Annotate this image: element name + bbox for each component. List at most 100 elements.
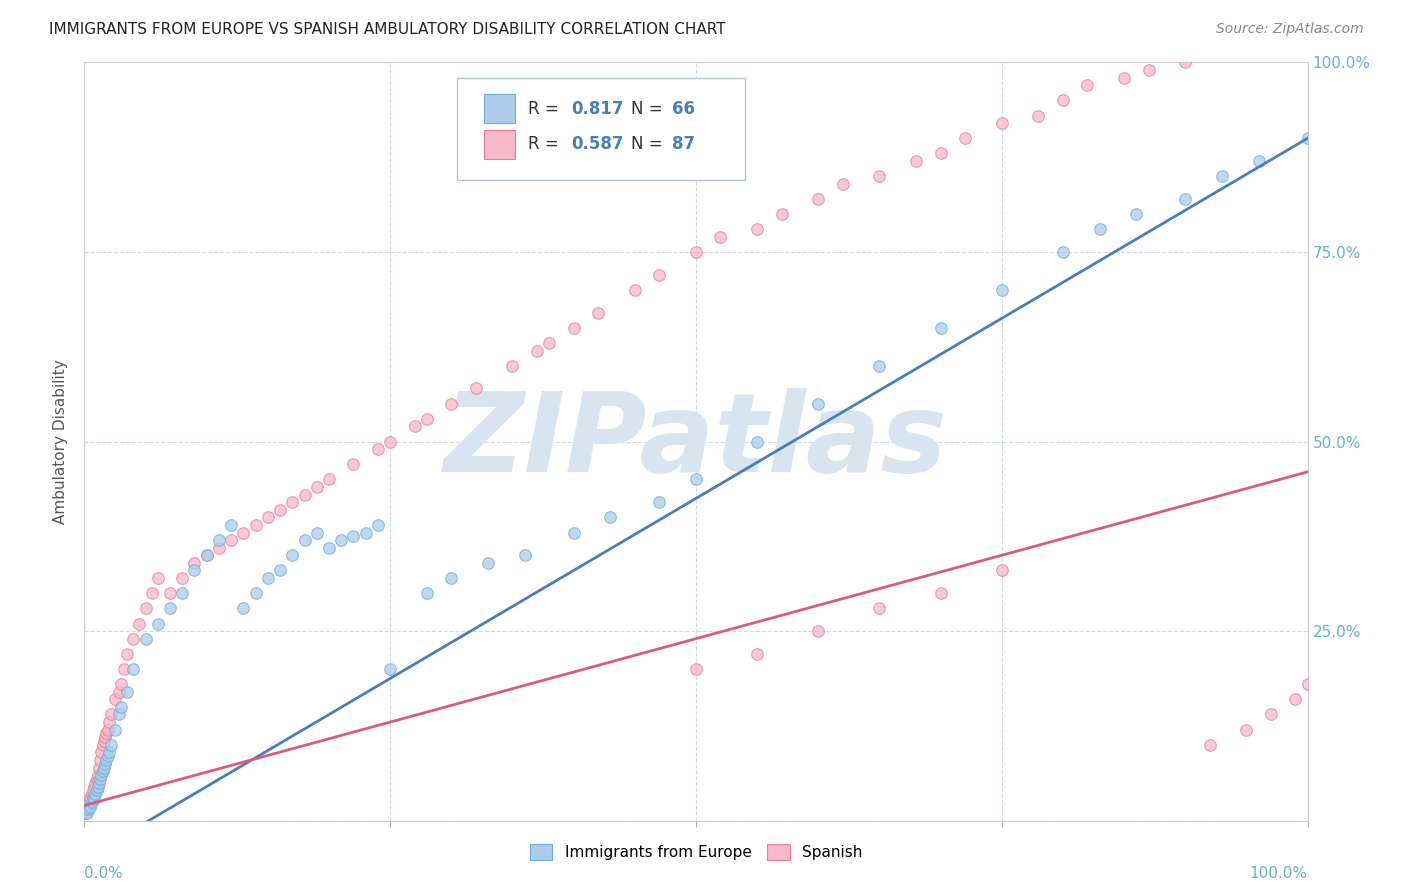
Point [172,586,194,600]
Point [502,359,524,373]
Text: N =: N = [631,100,668,118]
Point [83,780,105,794]
Point [84,776,107,790]
Point [80,787,103,801]
Text: 100.0%: 100.0% [1250,866,1308,881]
Point [141,586,163,600]
Point [257,510,280,524]
Point [562,525,585,540]
Point [135,632,157,646]
Point [685,473,707,487]
Point [624,283,647,297]
Point [440,396,463,410]
Point [318,541,340,555]
Point [1125,207,1147,221]
Point [91,738,114,752]
Point [80,795,103,809]
Point [110,699,132,714]
Point [685,244,707,259]
Point [183,556,205,570]
Point [122,632,145,646]
Point [219,533,242,547]
Bar [484,130,515,159]
Text: R =: R = [529,136,564,153]
Point [90,746,112,760]
Point [110,677,132,691]
Point [342,529,364,543]
Point [75,806,97,821]
Point [82,791,104,805]
Point [404,419,426,434]
Point [586,305,609,319]
Point [869,601,891,615]
Point [1052,244,1074,259]
Point [76,806,98,821]
Point [76,802,98,816]
Point [87,760,110,774]
Text: 0.817: 0.817 [571,100,624,118]
Point [269,503,291,517]
Point [807,192,830,206]
Point [97,723,120,737]
Point [305,525,328,540]
Point [1296,131,1319,145]
Point [464,382,486,396]
Bar [484,95,515,123]
Point [831,177,853,191]
Point [953,131,976,145]
Point [208,533,231,547]
Point [599,510,621,524]
Text: 0.0%: 0.0% [84,866,124,881]
Text: IMMIGRANTS FROM EUROPE VS SPANISH AMBULATORY DISABILITY CORRELATION CHART: IMMIGRANTS FROM EUROPE VS SPANISH AMBULA… [49,22,725,37]
Text: 66: 66 [672,100,695,118]
Point [112,662,135,676]
Point [146,571,169,585]
Point [86,783,108,797]
Point [1296,677,1319,691]
Point [1137,62,1160,77]
Point [115,685,138,699]
Point [770,207,793,221]
Point [477,556,499,570]
Point [562,320,585,334]
Point [905,153,928,168]
Point [416,412,439,426]
Point [135,601,157,615]
Point [1211,169,1233,184]
Point [91,764,114,779]
Point [128,616,150,631]
Point [354,525,377,540]
Text: N =: N = [631,136,668,153]
Point [526,343,548,358]
Text: 0.587: 0.587 [571,136,624,153]
Point [245,517,267,532]
Point [97,715,120,730]
Point [146,616,169,631]
Point [929,320,952,334]
Point [257,571,280,585]
Point [87,780,110,794]
Point [94,730,117,744]
Point [79,800,101,814]
Point [1247,153,1270,168]
Y-axis label: Ambulatory Disability: Ambulatory Disability [53,359,69,524]
Point [86,772,108,786]
Point [1284,692,1306,706]
Point [648,268,671,282]
Text: 87: 87 [672,136,695,153]
Point [96,753,118,767]
Point [440,571,463,585]
Point [245,586,267,600]
Point [807,624,830,639]
Point [107,685,129,699]
Point [330,533,353,547]
Point [219,517,242,532]
Point [709,229,731,244]
Point [97,746,120,760]
Point [115,647,138,661]
Point [807,396,830,410]
Point [107,707,129,722]
FancyBboxPatch shape [457,78,745,180]
Point [89,772,111,786]
Point [159,601,181,615]
